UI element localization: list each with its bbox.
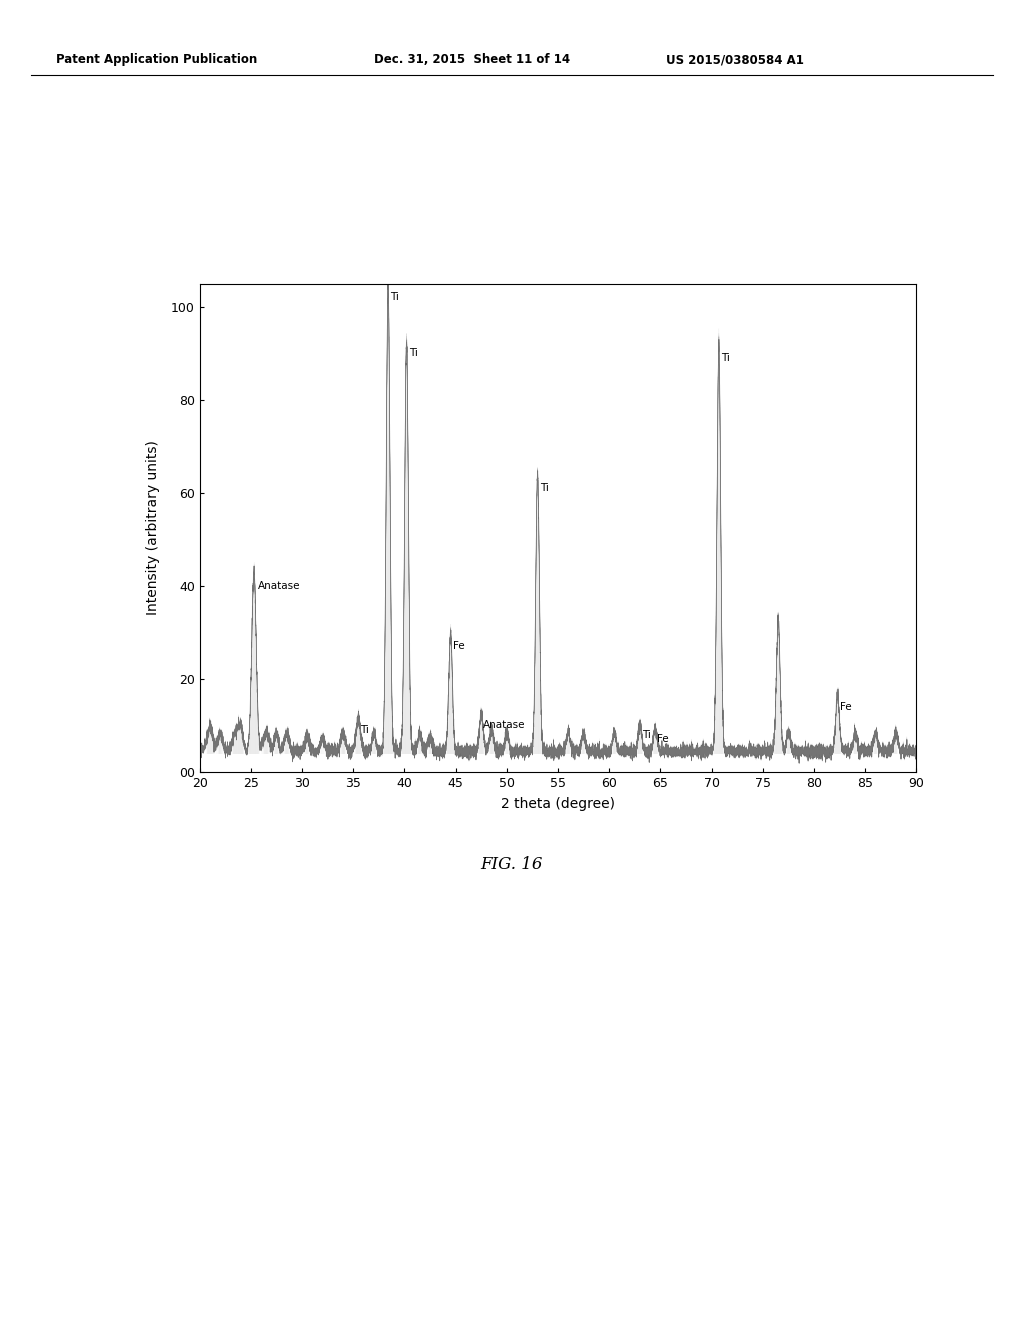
Text: Patent Application Publication: Patent Application Publication — [56, 53, 258, 66]
Text: Ti: Ti — [642, 730, 651, 739]
Text: Anatase: Anatase — [258, 581, 301, 591]
Text: Ti: Ti — [390, 293, 399, 302]
Text: FIG. 16: FIG. 16 — [480, 857, 544, 873]
Y-axis label: Intensity (arbitrary units): Intensity (arbitrary units) — [145, 441, 160, 615]
Text: Anatase: Anatase — [483, 721, 526, 730]
Text: Fe: Fe — [453, 642, 464, 651]
Text: Ti: Ti — [540, 483, 549, 494]
X-axis label: 2 theta (degree): 2 theta (degree) — [501, 797, 615, 810]
Text: Ti: Ti — [721, 352, 730, 363]
Text: Fe: Fe — [657, 734, 669, 744]
Text: Dec. 31, 2015  Sheet 11 of 14: Dec. 31, 2015 Sheet 11 of 14 — [374, 53, 570, 66]
Text: Fe: Fe — [840, 702, 851, 711]
Text: Ti: Ti — [360, 725, 370, 735]
Text: US 2015/0380584 A1: US 2015/0380584 A1 — [666, 53, 804, 66]
Text: Ti: Ti — [409, 348, 418, 358]
